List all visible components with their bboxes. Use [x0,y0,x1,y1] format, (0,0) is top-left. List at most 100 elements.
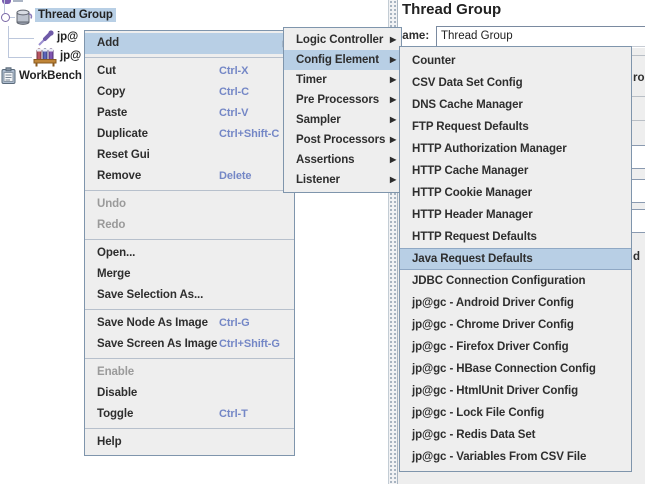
menu-item-http-cache-manager[interactable]: HTTP Cache Manager [412,165,529,177]
panel-header: Thread Group Name: Thread Group [394,0,645,48]
menu-item-jpgc-firefox-driver-config[interactable]: jp@gc - Firefox Driver Config [412,341,569,353]
dropper-icon [38,30,54,46]
menu-item-logic-controller[interactable]: Logic Controller ▶ [284,30,401,50]
menu-item-redo: Redo [85,215,294,236]
menu-item-label: Logic Controller [296,34,384,46]
group-border-line [624,120,645,121]
menu-item-http-request-defaults[interactable]: HTTP Request Defaults [412,231,537,243]
menu-separator [85,358,294,359]
menu-item-label: Redo [97,219,126,231]
menu-item-ftp-request-defaults[interactable]: FTP Request Defaults [412,121,529,133]
menu-item-copy[interactable]: Copy Ctrl-C [85,82,294,103]
menu-item-help[interactable]: Help [85,432,294,453]
menu-item-label: Save Node As Image [97,317,208,329]
menu-item-label: Copy [97,86,126,98]
tree-item-jpgc-1[interactable]: jp@ [57,31,79,43]
menu-item-save-node-as-image[interactable]: Save Node As Image Ctrl-G [85,313,294,334]
menu-item-merge[interactable]: Merge [85,264,294,285]
menu-item-jpgc-chrome-driver-config[interactable]: jp@gc - Chrome Driver Config [412,319,574,331]
tree-item-test-plan[interactable]: Test Plan [28,0,77,2]
menu-item-label: Paste [97,107,128,119]
menu-item-label: Enable [97,366,135,378]
test-tubes-icon [33,48,57,67]
shortcut-label: Ctrl-G [219,317,250,329]
menu-separator [85,309,294,310]
menu-item-reset-gui[interactable]: Reset Gui [85,145,294,166]
menu-item-assertions[interactable]: Assertions ▶ [284,150,401,170]
tree-item-workbench[interactable]: WorkBench [19,70,82,82]
menu-item-listener[interactable]: Listener ▶ [284,170,401,190]
menu-item-cut[interactable]: Cut Ctrl-X [85,61,294,82]
shortcut-label: Ctrl-C [219,86,249,98]
menu-item-jpgc-lock-file-config[interactable]: jp@gc - Lock File Config [412,407,545,419]
menu-item-jpgc-htmlunit-driver-config[interactable]: jp@gc - HtmlUnit Driver Config [412,385,579,397]
name-field[interactable]: Thread Group [436,26,645,47]
menu-item-label: Timer [296,74,327,86]
menu-separator [85,190,294,191]
menu-item-enable: Enable [85,362,294,383]
menu-item-label: Add [97,37,120,49]
shortcut-label: Ctrl-V [219,107,249,119]
shortcut-label: Ctrl+Shift-C [219,128,280,140]
menu-item-pre-processors[interactable]: Pre Processors ▶ [284,90,401,110]
submenu-arrow-icon: ▶ [389,175,396,184]
menu-item-label: Duplicate [97,128,148,140]
shortcut-label: Ctrl-X [219,65,249,77]
menu-item-label: Save Screen As Image [97,338,218,350]
tree-connector [10,17,15,18]
submenu-arrow-icon: ▶ [389,115,396,124]
menu-item-http-cookie-manager[interactable]: HTTP Cookie Manager [412,187,532,199]
menu-item-remove[interactable]: Remove Delete [85,166,294,187]
group-border-line [624,55,645,56]
menu-item-jdbc-connection-configuration[interactable]: JDBC Connection Configuration [412,275,586,287]
menu-item-open[interactable]: Open... [85,243,294,264]
tree-expander-icon[interactable] [1,13,10,22]
tree-connector [8,57,32,58]
shortcut-label: Delete [219,170,252,182]
menu-item-label: Disable [97,387,138,399]
menu-item-duplicate[interactable]: Duplicate Ctrl+Shift-C [85,124,294,145]
menu-item-label: Listener [296,174,340,186]
menu-item-http-header-manager[interactable]: HTTP Header Manager [412,209,533,221]
shortcut-label: Ctrl-T [219,408,248,420]
menu-item-save-screen-as-image[interactable]: Save Screen As Image Ctrl+Shift-G [85,334,294,355]
menu-item-sampler[interactable]: Sampler ▶ [284,110,401,130]
menu-item-jpgc-hbase-connection-config[interactable]: jp@gc - HBase Connection Config [412,363,596,375]
menu-item-disable[interactable]: Disable [85,383,294,404]
menu-item-label: Merge [97,268,131,280]
menu-item-toggle[interactable]: Toggle Ctrl-T [85,404,294,425]
menu-item-dns-cache-manager[interactable]: DNS Cache Manager [412,99,523,111]
menu-item-jpgc-redis-data-set[interactable]: jp@gc - Redis Data Set [412,429,536,441]
menu-item-counter[interactable]: Counter [412,55,456,67]
tree-connector [8,26,9,57]
thread-group-icon [16,9,33,25]
tree-item-thread-group[interactable]: Thread Group [35,8,116,22]
group-border-line [624,96,645,97]
menu-item-post-processors[interactable]: Post Processors ▶ [284,130,401,150]
menu-item-csv-data-set-config[interactable]: CSV Data Set Config [412,77,523,89]
context-menu: Add ▶ Cut Ctrl-X Copy Ctrl-C Paste Ctrl-… [84,30,295,456]
menu-item-label: Post Processors [296,134,386,146]
menu-item-label: Open... [97,247,136,259]
tree-item-jpgc-2[interactable]: jp@ [60,50,82,62]
menu-item-java-request-defaults[interactable]: Java Request Defaults [400,248,631,270]
menu-item-config-element[interactable]: Config Element ▶ [284,50,401,70]
submenu-arrow-icon: ▶ [389,95,396,104]
menu-item-http-authorization-manager[interactable]: HTTP Authorization Manager [412,143,567,155]
menu-item-add[interactable]: Add ▶ [85,33,294,54]
menu-item-label: Sampler [296,114,341,126]
menu-item-jpgc-android-driver-config[interactable]: jp@gc - Android Driver Config [412,297,574,309]
submenu-arrow-icon: ▶ [389,55,396,64]
menu-item-paste[interactable]: Paste Ctrl-V [85,103,294,124]
menu-item-label: Remove [97,170,142,182]
menu-item-jpgc-variables-from-csv-file[interactable]: jp@gc - Variables From CSV File [412,451,587,463]
submenu-arrow-icon: ▶ [389,155,396,164]
menu-item-timer[interactable]: Timer ▶ [284,70,401,90]
menu-item-label: Reset Gui [97,149,150,161]
sampler-error-text-fragment: ro [633,72,645,84]
menu-item-save-selection-as[interactable]: Save Selection As... [85,285,294,306]
submenu-arrow-icon: ▶ [389,135,396,144]
menu-item-label: Pre Processors [296,94,379,106]
panel-splitter[interactable] [388,0,398,484]
